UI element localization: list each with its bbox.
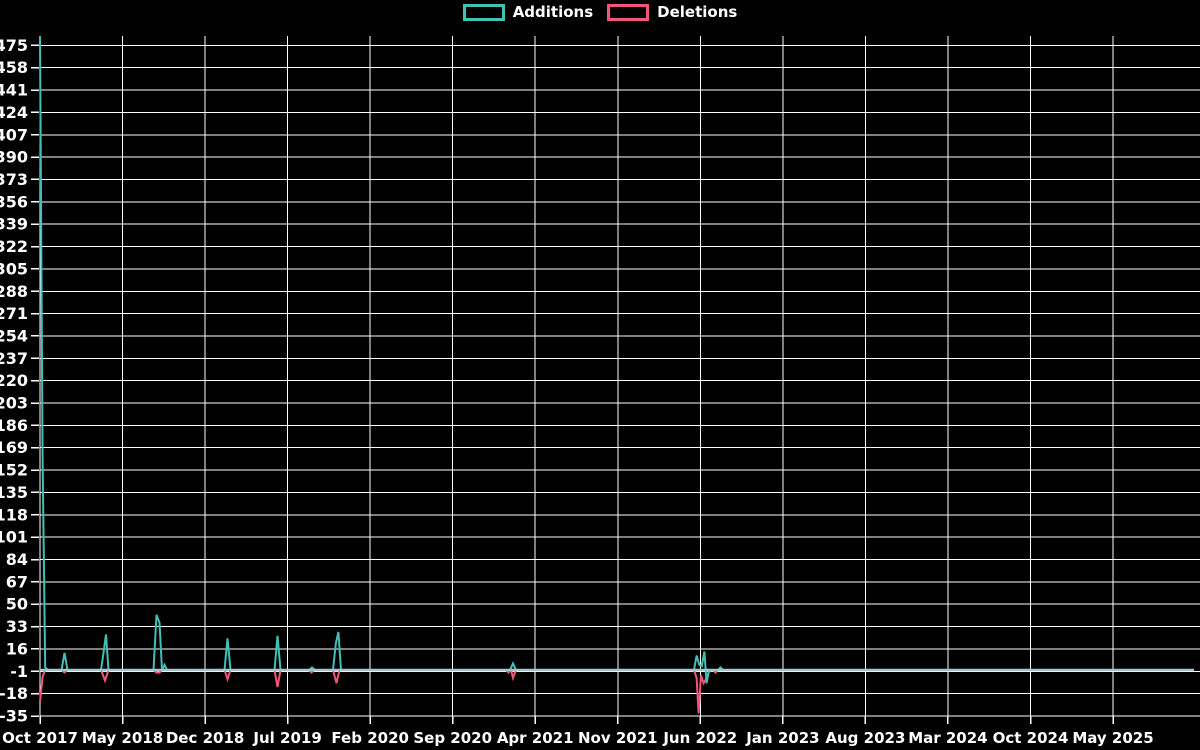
additions-series-line (39, 36, 1194, 684)
y-tick-label: 237 (0, 349, 28, 368)
deletions-legend-label: Deletions (657, 3, 738, 21)
y-tick-label: 441 (0, 81, 28, 100)
additions-legend-swatch-icon (462, 4, 505, 21)
x-tick-label: Apr 2021 (497, 729, 574, 747)
y-tick-label: 67 (6, 572, 28, 591)
y-tick-label: 475 (0, 36, 28, 55)
y-tick-label: 169 (0, 438, 28, 457)
y-tick-label: 186 (0, 416, 28, 435)
x-tick-label: Oct 2024 (993, 729, 1069, 747)
x-tick-label: Mar 2024 (908, 729, 987, 747)
y-tick-label: 373 (0, 170, 28, 189)
y-tick-label: 424 (0, 103, 28, 122)
y-tick-label: -1 (10, 662, 28, 681)
x-tick-label: Dec 2018 (166, 729, 245, 747)
y-tick-label: 356 (0, 192, 28, 211)
x-tick-label: Jan 2023 (745, 729, 819, 747)
additions-legend-label: Additions (512, 3, 594, 21)
y-tick-label: 135 (0, 483, 28, 502)
y-tick-label: 152 (0, 461, 28, 480)
y-tick-label: 305 (0, 259, 28, 278)
x-tick-label: May 2018 (82, 729, 163, 747)
y-tick-label: 220 (0, 371, 28, 390)
x-tick-label: Sep 2020 (413, 729, 492, 747)
chart-legend: Additions Deletions (0, 4, 1200, 21)
y-tick-label: 339 (0, 215, 28, 234)
x-tick-label: Feb 2020 (331, 729, 409, 747)
deletions-series-line (39, 668, 1194, 714)
y-tick-label: 271 (0, 304, 28, 323)
y-tick-label: 390 (0, 148, 28, 167)
y-tick-label: 101 (0, 528, 28, 547)
legend-item-additions[interactable]: Additions (462, 3, 594, 21)
x-tick-label: Jun 2022 (662, 729, 737, 747)
x-tick-label: Jul 2019 (252, 729, 321, 747)
y-tick-label: 254 (0, 326, 28, 345)
y-tick-label: 322 (0, 237, 28, 256)
x-tick-label: Aug 2023 (825, 729, 905, 747)
y-tick-label: 407 (0, 125, 28, 144)
legend-item-deletions[interactable]: Deletions (607, 4, 737, 21)
y-tick-label: 33 (6, 617, 28, 636)
y-tick-label: 50 (6, 595, 28, 614)
y-tick-label: 458 (0, 58, 28, 77)
x-tick-label: Nov 2021 (578, 729, 658, 747)
x-tick-label: May 2025 (1072, 729, 1153, 747)
y-tick-label: 118 (0, 505, 28, 524)
y-tick-label: -35 (0, 707, 28, 726)
deletions-legend-swatch-icon (607, 4, 650, 21)
y-tick-label: -18 (0, 684, 28, 703)
y-tick-label: 288 (0, 282, 28, 301)
x-tick-label: Oct 2017 (2, 729, 78, 747)
y-tick-label: 16 (6, 639, 28, 658)
y-tick-label: 203 (0, 394, 28, 413)
y-tick-label: 84 (6, 550, 28, 569)
